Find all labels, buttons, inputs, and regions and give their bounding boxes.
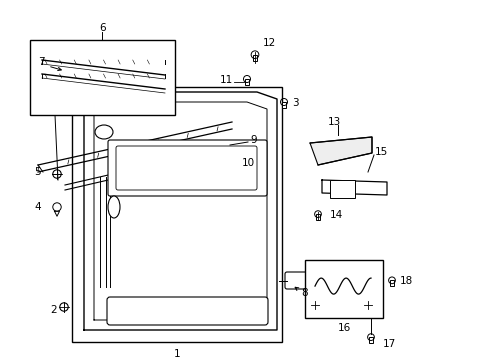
Text: 8: 8 [301,288,307,298]
Bar [282,102,285,108]
Bar [30,40,175,115]
Text: 9: 9 [249,135,256,145]
Text: 1: 1 [173,349,180,359]
Text: 6: 6 [99,23,105,33]
FancyBboxPatch shape [116,146,257,190]
FancyBboxPatch shape [107,297,267,325]
Bar [329,180,354,198]
Text: 15: 15 [374,147,387,157]
Text: 4: 4 [34,202,41,212]
Bar [244,79,248,85]
Text: 11: 11 [220,75,233,85]
Bar [252,55,257,61]
Text: 18: 18 [399,276,412,286]
FancyBboxPatch shape [285,272,324,289]
Text: 16: 16 [337,323,350,333]
Bar [305,260,382,318]
Text: 7: 7 [38,57,44,67]
Text: 10: 10 [242,158,255,168]
Text: 13: 13 [327,117,341,127]
Polygon shape [309,137,371,165]
Text: 3: 3 [291,98,298,108]
Ellipse shape [95,125,113,139]
Text: 2: 2 [51,305,57,315]
Ellipse shape [108,196,120,218]
Bar [389,280,393,286]
Bar [72,87,282,342]
Text: 14: 14 [329,210,343,220]
Text: 12: 12 [263,38,276,48]
Text: 5: 5 [34,167,41,177]
Bar [315,214,319,220]
FancyBboxPatch shape [108,140,266,196]
Text: 17: 17 [382,339,395,349]
Bar [368,337,372,343]
